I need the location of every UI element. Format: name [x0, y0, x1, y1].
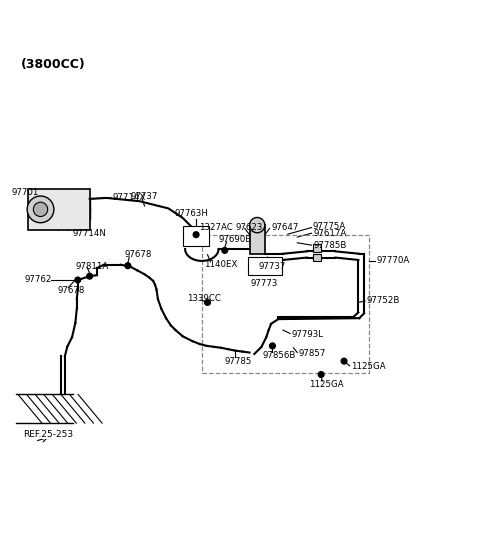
Circle shape — [34, 202, 48, 217]
Text: (3800CC): (3800CC) — [21, 58, 85, 71]
Text: 97785: 97785 — [225, 357, 252, 366]
Text: 97773: 97773 — [251, 279, 278, 288]
Circle shape — [87, 273, 93, 279]
Text: 1327AC: 1327AC — [199, 223, 233, 232]
Circle shape — [270, 343, 276, 349]
Circle shape — [318, 372, 324, 377]
Circle shape — [75, 277, 81, 283]
Circle shape — [250, 217, 265, 233]
Circle shape — [222, 248, 228, 253]
Text: 97811A: 97811A — [75, 262, 108, 271]
Bar — [183, 226, 209, 246]
Text: 97737: 97737 — [258, 262, 286, 271]
Text: 97785B: 97785B — [314, 241, 348, 250]
Text: 97763H: 97763H — [174, 209, 208, 218]
Text: 97714X: 97714X — [113, 193, 146, 202]
Bar — [202, 235, 369, 373]
Text: 97857: 97857 — [298, 349, 325, 358]
Text: 1140EX: 1140EX — [204, 260, 238, 269]
Circle shape — [125, 263, 131, 269]
Text: 97647: 97647 — [271, 223, 299, 232]
Text: 97793L: 97793L — [291, 330, 324, 339]
Circle shape — [193, 232, 199, 237]
Circle shape — [341, 358, 347, 364]
Text: 97690B: 97690B — [218, 235, 252, 244]
Text: 97775A: 97775A — [312, 222, 346, 231]
Text: 97701: 97701 — [12, 188, 39, 197]
Bar — [312, 244, 321, 253]
Bar — [312, 254, 321, 261]
Text: 97617A: 97617A — [314, 228, 347, 238]
Text: 97762: 97762 — [24, 276, 52, 284]
Text: 97770A: 97770A — [376, 256, 409, 265]
Text: 97737: 97737 — [130, 192, 157, 201]
Bar — [250, 225, 265, 254]
Circle shape — [27, 196, 54, 223]
Circle shape — [204, 300, 210, 305]
Text: 97623: 97623 — [235, 223, 263, 232]
Bar — [248, 257, 282, 275]
Bar — [28, 189, 90, 230]
Text: 1339CC: 1339CC — [187, 293, 220, 302]
Text: 97856B: 97856B — [263, 351, 296, 360]
Text: 97752B: 97752B — [366, 296, 400, 306]
Text: 1125GA: 1125GA — [351, 362, 386, 371]
Text: 1125GA: 1125GA — [309, 380, 344, 390]
Text: REF.25-253: REF.25-253 — [23, 430, 73, 440]
Text: 97678: 97678 — [124, 250, 152, 259]
Text: 97678: 97678 — [58, 286, 85, 295]
Text: 97714N: 97714N — [72, 228, 106, 238]
